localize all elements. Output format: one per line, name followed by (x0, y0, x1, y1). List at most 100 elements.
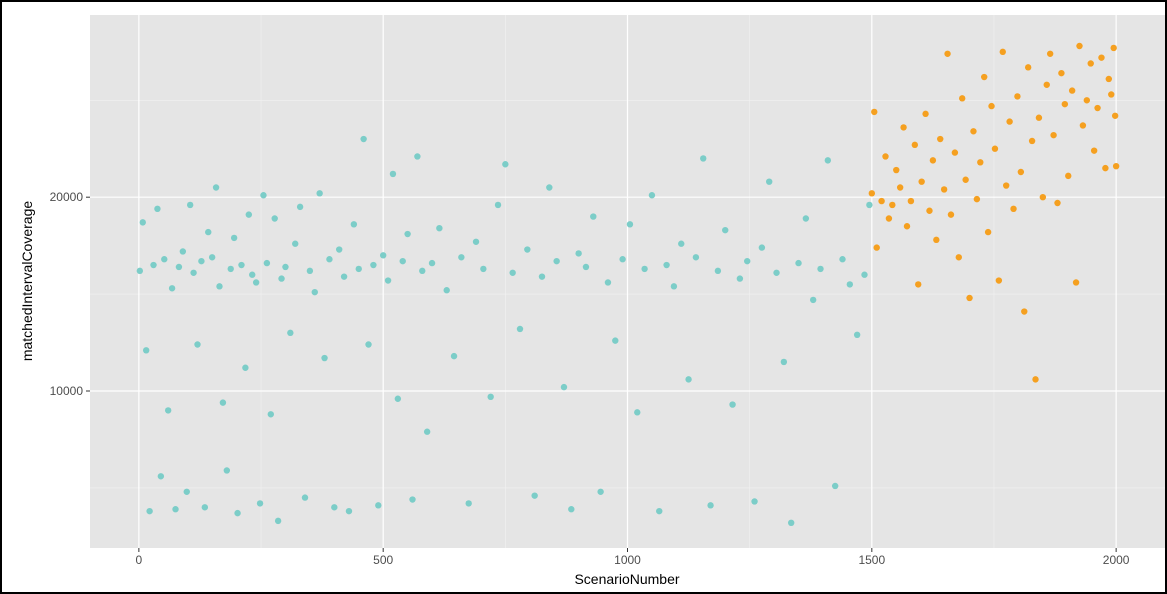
data-point (355, 265, 362, 273)
data-point (984, 228, 992, 236)
data-point (700, 155, 707, 162)
data-point (1050, 131, 1057, 139)
data-point (223, 467, 231, 474)
data-point (590, 213, 597, 220)
data-point (321, 354, 328, 362)
data-point (758, 244, 766, 251)
data-point (227, 265, 234, 273)
data-point (340, 273, 348, 280)
data-point (1024, 64, 1032, 71)
data-point (918, 178, 925, 185)
data-point (889, 201, 896, 209)
data-point (1105, 75, 1113, 83)
data-point (714, 267, 722, 275)
data-point (345, 507, 353, 515)
data-point (480, 265, 487, 273)
data-point (546, 184, 553, 191)
data-point (282, 263, 289, 271)
data-point (678, 240, 685, 247)
data-point (1111, 112, 1119, 119)
data-point (670, 283, 678, 290)
data-point (1098, 54, 1105, 61)
data-point (817, 265, 824, 273)
data-point (553, 257, 560, 265)
data-point (597, 488, 604, 495)
data-point (494, 201, 502, 209)
data-point (1076, 42, 1083, 50)
data-point (1087, 60, 1094, 67)
data-point (907, 197, 915, 205)
data-point (146, 507, 153, 515)
data-point (977, 159, 984, 166)
data-point (409, 496, 416, 503)
data-point (136, 267, 144, 275)
data-point (648, 192, 656, 199)
data-point (419, 267, 426, 275)
data-point (350, 221, 358, 228)
data-point (773, 269, 780, 276)
data-point (271, 215, 278, 222)
data-point (744, 257, 751, 265)
data-point (516, 325, 524, 333)
data-point (955, 254, 962, 261)
data-point (981, 73, 988, 81)
data-point (970, 128, 977, 135)
data-point (370, 261, 377, 269)
data-point (1090, 147, 1098, 154)
data-point (414, 153, 421, 160)
data-point (365, 341, 372, 348)
data-point (287, 329, 294, 337)
data-point (929, 157, 937, 164)
data-point (839, 256, 846, 263)
data-point (1028, 137, 1036, 145)
data-point (487, 393, 494, 401)
data-point (1108, 91, 1115, 98)
data-point (911, 141, 919, 149)
data-point (951, 149, 959, 156)
data-point (252, 279, 260, 286)
data-point (502, 161, 509, 168)
data-point (582, 263, 590, 271)
data-point (1039, 193, 1047, 201)
data-point (249, 271, 256, 278)
data-point (868, 190, 876, 197)
data-point (988, 102, 995, 110)
y-tick-label: 10000 (50, 384, 84, 398)
data-point (1058, 69, 1065, 77)
data-point (531, 492, 538, 499)
data-point (306, 267, 314, 275)
data-point (973, 195, 981, 203)
data-point (866, 201, 873, 209)
data-point (641, 265, 648, 273)
data-point (1035, 114, 1043, 121)
data-point (995, 277, 1003, 284)
data-point (168, 285, 176, 292)
data-point (458, 254, 465, 261)
y-tick-label: 20000 (50, 190, 84, 204)
data-point (619, 256, 626, 263)
data-point (861, 271, 868, 278)
data-point (612, 337, 619, 344)
data-point (175, 263, 183, 271)
data-point (878, 197, 885, 205)
data-point (384, 277, 392, 284)
data-point (1061, 100, 1069, 108)
data-point (256, 500, 264, 507)
data-point (795, 259, 802, 267)
data-point (186, 201, 194, 209)
data-point (198, 257, 205, 265)
data-point (399, 257, 406, 265)
data-point (903, 223, 911, 230)
data-point (1010, 205, 1017, 213)
data-point (915, 281, 922, 288)
data-point (150, 261, 157, 269)
data-point (472, 238, 480, 245)
data-point (139, 219, 146, 226)
data-point (966, 294, 973, 302)
data-point (311, 288, 318, 296)
data-point (937, 135, 944, 143)
data-point (944, 50, 951, 57)
data-point (389, 170, 397, 178)
data-point (663, 261, 670, 269)
